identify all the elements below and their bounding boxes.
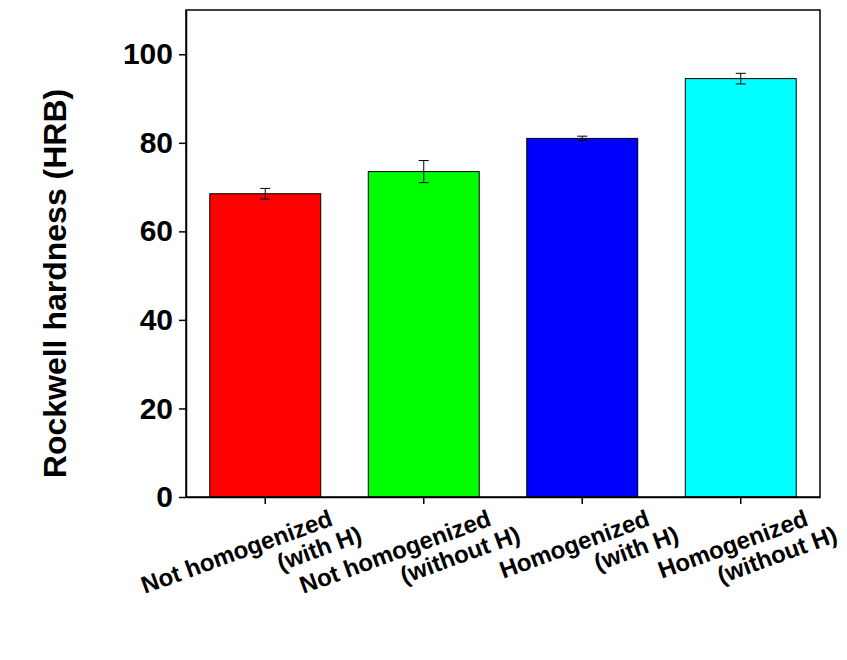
y-tick-mark (179, 497, 186, 499)
chart: 0 20 40 60 80 100 Not homogenized(with H)Not h… (0, 0, 847, 660)
y-tick: 20 (140, 392, 186, 425)
y-tick-label: 100 (123, 37, 173, 70)
y-axis-line (186, 11, 188, 498)
y-tick-mark (179, 54, 186, 56)
x-tick: Not homogenized(without H) (296, 497, 524, 622)
error-bar (736, 73, 746, 84)
y-tick-label: 20 (140, 392, 173, 425)
error-bar-cap (736, 83, 746, 84)
y-tick: 60 (140, 214, 186, 247)
bar (210, 194, 321, 497)
y-tick-mark (179, 231, 186, 233)
y-axis-title: Rockwell hardness (HRB) (37, 89, 73, 478)
error-bar-cap (577, 136, 587, 137)
y-tick: 0 (156, 480, 186, 513)
x-tick: Homogenized(with H) (496, 497, 682, 607)
y-tick-label: 40 (140, 303, 173, 336)
y-tick-label: 80 (140, 126, 173, 159)
y-tick-label: 0 (156, 480, 173, 513)
x-tick-label: Not homogenized(without H) (296, 497, 524, 622)
x-tick: Homogenized(without H) (654, 497, 840, 607)
error-bar-cap (736, 73, 746, 74)
x-tick-label: Homogenized(without H) (654, 497, 840, 607)
y-tick: 80 (140, 126, 186, 159)
error-bar-stem (740, 73, 741, 84)
error-bar-stem (582, 136, 583, 140)
y-tick-label: 60 (140, 214, 173, 247)
x-tick-mark (265, 497, 267, 504)
bar (527, 138, 638, 497)
y-axis: 0 20 40 60 80 100 (123, 11, 187, 514)
bar (685, 79, 796, 497)
y-tick-mark (179, 408, 186, 410)
y-tick-mark (179, 143, 186, 145)
error-bar-cap (419, 182, 429, 183)
x-tick-label-line: (without H) (714, 520, 841, 588)
error-bar (577, 136, 587, 140)
error-bar-cap (260, 199, 270, 200)
plot-area (210, 73, 796, 497)
x-axis-line (187, 497, 821, 499)
x-tick-mark (582, 497, 584, 504)
error-bar-cap (260, 188, 270, 189)
error-bar-cap (419, 160, 429, 161)
error-bar-stem (265, 188, 266, 199)
x-tick-mark (740, 497, 742, 504)
x-tick-label: Homogenized(with H) (496, 497, 682, 607)
plot-frame (186, 10, 820, 497)
error-bar (419, 161, 429, 183)
error-bar (260, 188, 270, 199)
x-tick-mark (423, 497, 425, 504)
y-tick-mark (179, 320, 186, 322)
bar (368, 172, 479, 497)
y-tick: 40 (140, 303, 186, 336)
error-bar-cap (577, 140, 587, 141)
error-bar-stem (423, 161, 424, 183)
x-axis: Not homogenized(with H)Not homogenized(w… (137, 497, 840, 622)
y-tick: 100 (123, 37, 186, 70)
